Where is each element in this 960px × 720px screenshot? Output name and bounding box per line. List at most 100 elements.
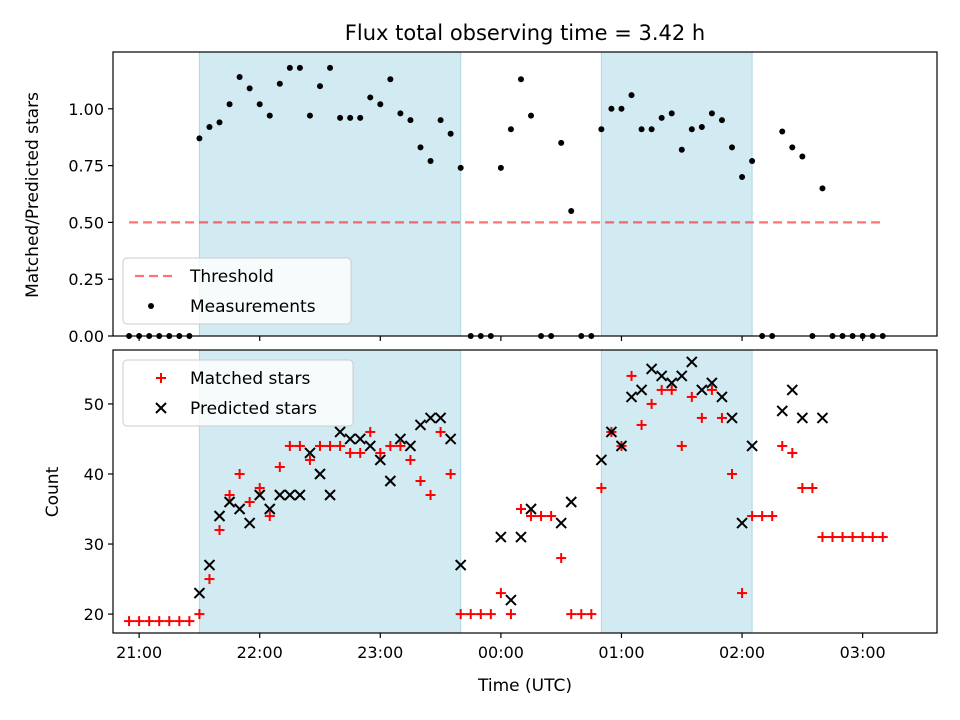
measurement-point bbox=[216, 119, 223, 126]
axes-frame bbox=[112, 349, 938, 634]
legend-predicted-swatch bbox=[155, 402, 167, 414]
measurement-point bbox=[306, 112, 313, 119]
measurement-point bbox=[377, 101, 384, 108]
predicted-star-marker bbox=[404, 440, 417, 452]
predicted-star-marker bbox=[354, 433, 366, 445]
y-tick-label: 0.00 bbox=[68, 327, 104, 346]
matched-star-marker bbox=[857, 532, 868, 543]
top-y-axis-label: Matched/Predicted stars bbox=[23, 92, 43, 298]
y-tick-label: 0.50 bbox=[68, 213, 104, 232]
measurement-point bbox=[558, 139, 565, 146]
matched-star-marker bbox=[435, 426, 446, 437]
matched-star-marker bbox=[877, 532, 888, 543]
matched-star-marker bbox=[867, 532, 878, 543]
matched-star-marker bbox=[706, 384, 717, 395]
measurement-point bbox=[407, 117, 414, 124]
matched-star-marker bbox=[666, 384, 677, 395]
measurement-point bbox=[397, 110, 404, 117]
matched-star-marker bbox=[686, 391, 697, 402]
matched-star-marker bbox=[737, 588, 748, 599]
legend-label: Threshold bbox=[189, 267, 274, 287]
measurement-point bbox=[708, 110, 715, 117]
predicted-star-marker bbox=[424, 412, 437, 424]
measurement-point bbox=[658, 114, 665, 121]
y-tick-label: 50 bbox=[84, 395, 104, 414]
matched-star-marker bbox=[325, 440, 336, 451]
predicted-star-marker bbox=[615, 440, 628, 452]
matched-star-marker bbox=[837, 532, 848, 543]
matched-star-marker bbox=[475, 609, 486, 620]
measurement-point bbox=[236, 73, 243, 80]
matched-star-marker bbox=[445, 468, 456, 479]
matched-star-marker bbox=[385, 440, 396, 451]
predicted-star-marker bbox=[746, 440, 758, 452]
y-tick-label: 40 bbox=[84, 465, 104, 484]
predicted-star-marker bbox=[394, 433, 407, 445]
measurement-point bbox=[729, 144, 736, 151]
measurement-point bbox=[206, 123, 213, 130]
predicted-star-marker bbox=[294, 489, 306, 501]
measurement-point bbox=[517, 76, 524, 83]
measurement-point bbox=[648, 126, 655, 133]
measurement-point bbox=[688, 126, 695, 133]
matched-star-marker bbox=[526, 511, 537, 522]
matched-star-marker bbox=[174, 616, 185, 627]
measurement-point bbox=[457, 164, 464, 171]
legend-measurement-swatch bbox=[148, 303, 154, 309]
y-tick-label: 30 bbox=[84, 535, 104, 554]
matched-star-marker bbox=[576, 609, 587, 620]
y-tick-label: 1.00 bbox=[68, 100, 104, 119]
measurement-point bbox=[196, 135, 203, 142]
legend: Threshold Measurements bbox=[122, 257, 352, 325]
matched-star-marker bbox=[556, 553, 567, 564]
predicted-star-marker bbox=[233, 503, 246, 515]
predicted-star-marker bbox=[374, 454, 387, 466]
measurement-point bbox=[427, 158, 434, 165]
predicted-star-marker bbox=[314, 468, 326, 480]
x-tick-label: 01:00 bbox=[598, 643, 644, 662]
measurement-point bbox=[698, 123, 705, 130]
matched-star-marker bbox=[767, 511, 778, 522]
legend-label: Measurements bbox=[190, 297, 316, 317]
measurement-point bbox=[528, 112, 535, 119]
matched-star-marker bbox=[304, 454, 315, 465]
predicted-star-marker bbox=[414, 419, 427, 431]
predicted-star-marker bbox=[505, 594, 517, 606]
predicted-star-marker bbox=[706, 377, 718, 389]
predicted-star-marker bbox=[816, 412, 829, 424]
measurement-point bbox=[598, 126, 605, 133]
matched-star-marker bbox=[425, 490, 436, 501]
matched-star-marker bbox=[566, 609, 577, 620]
measurement-point bbox=[447, 130, 454, 137]
measurement-point bbox=[256, 101, 263, 108]
matched-star-marker bbox=[124, 616, 135, 627]
matched-star-marker bbox=[656, 384, 667, 395]
measurement-point bbox=[387, 76, 394, 83]
y-tick-label: 20 bbox=[84, 605, 104, 624]
matched-star-marker bbox=[375, 447, 386, 458]
predicted-star-marker bbox=[444, 433, 457, 445]
measurement-point bbox=[226, 101, 233, 108]
predicted-star-marker bbox=[666, 377, 678, 389]
measurement-point bbox=[739, 173, 746, 180]
matched-star-marker bbox=[395, 440, 406, 451]
matched-star-marker bbox=[727, 468, 738, 479]
matched-star-marker bbox=[676, 440, 687, 451]
legend-box bbox=[122, 257, 352, 325]
matched-star-marker bbox=[757, 511, 768, 522]
x-tick-label: 21:00 bbox=[116, 643, 162, 662]
measurement-point bbox=[246, 85, 253, 92]
x-tick-label: 23:00 bbox=[357, 643, 403, 662]
y-tick-label: 0.25 bbox=[68, 270, 104, 289]
predicted-star-marker bbox=[264, 503, 276, 515]
legend-box bbox=[122, 359, 354, 427]
matched-star-marker bbox=[455, 609, 466, 620]
predicted-star-marker bbox=[344, 433, 356, 445]
predicted-star-marker bbox=[635, 384, 648, 396]
predicted-star-marker bbox=[786, 384, 799, 396]
legend: Matched stars Predicted stars bbox=[122, 359, 354, 427]
predicted-star-marker bbox=[254, 489, 266, 501]
predicted-star-marker bbox=[515, 531, 527, 543]
matched-star-marker bbox=[194, 609, 205, 620]
matched-star-marker bbox=[817, 532, 828, 543]
